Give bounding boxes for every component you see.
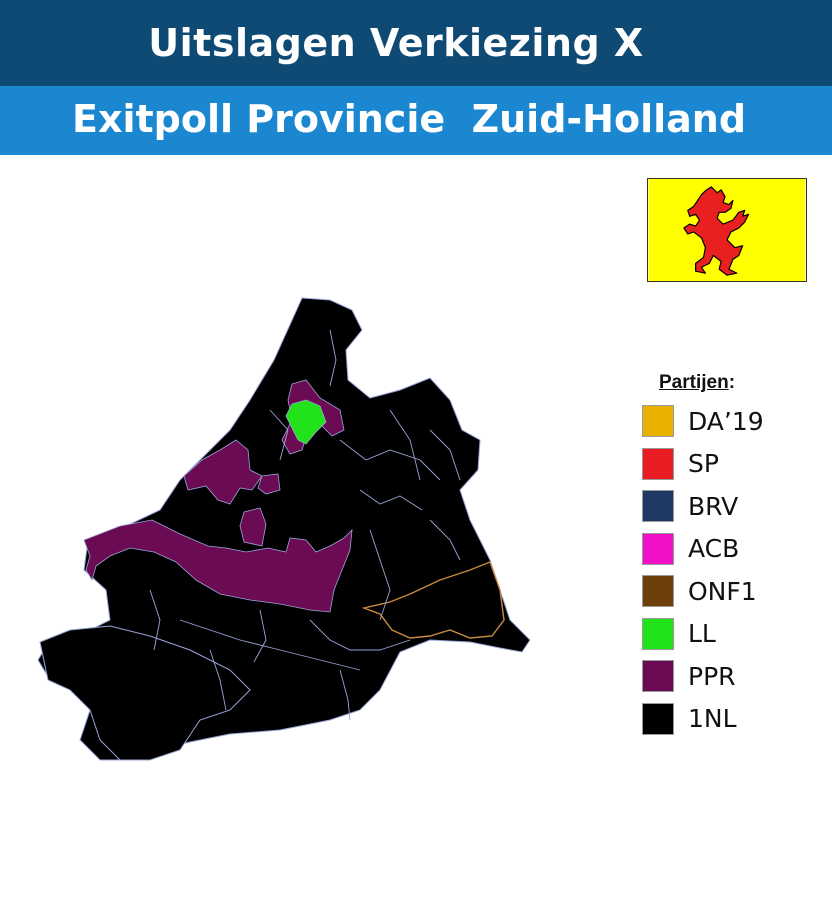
map-municipal-borders: [149, 329, 461, 721]
legend-title: Partijen:: [659, 372, 736, 393]
map-region-ppr-delft: [239, 507, 267, 547]
legend-label: 1NL: [688, 704, 737, 734]
legend-swatch: [642, 702, 674, 735]
map-region-ll: [285, 399, 327, 445]
map-region-onf1-outline: [361, 561, 505, 639]
legend-label: PPR: [688, 661, 736, 691]
page-title: Uitslagen Verkiezing X: [148, 21, 644, 65]
zuid-holland-map: [37, 297, 531, 761]
legend-label: BRV: [688, 491, 739, 521]
legend-item: DA’19: [642, 400, 812, 443]
legend-swatch: [642, 490, 674, 523]
map-region-ppr-zoetermeer: [257, 473, 281, 495]
map-region-ppr-den-haag: [183, 439, 263, 505]
legend-label: SP: [688, 449, 719, 479]
legend-label: ONF1: [688, 576, 757, 606]
legend-swatch: [642, 575, 674, 608]
legend-label: ACB: [688, 534, 740, 564]
lion-icon: [683, 186, 750, 276]
legend-item: ONF1: [642, 570, 812, 613]
legend-label: LL: [688, 619, 716, 649]
legend-swatch: [642, 532, 674, 565]
map-region-1nl-island: [39, 625, 251, 761]
map-region-ppr-rotterdam: [83, 519, 353, 613]
legend-swatch: [642, 447, 674, 480]
title-bar: Uitslagen Verkiezing X: [0, 0, 832, 86]
legend-items: DA’19 SP BRV ACB ONF1 LL PPR 1NL: [642, 400, 812, 740]
legend: Partijen: DA’19 SP BRV ACB ONF1 LL PPR 1NL: [642, 372, 812, 740]
legend-swatch: [642, 617, 674, 650]
legend-item: 1NL: [642, 698, 812, 741]
legend-swatch: [642, 660, 674, 693]
legend-item: ACB: [642, 528, 812, 571]
subtitle-bar: Exitpoll Provincie Zuid-Holland: [0, 86, 832, 155]
legend-item: SP: [642, 443, 812, 486]
page-subtitle: Exitpoll Provincie Zuid-Holland: [72, 97, 747, 141]
legend-item: BRV: [642, 485, 812, 528]
legend-item: PPR: [642, 655, 812, 698]
legend-swatch: [642, 405, 674, 438]
legend-item: LL: [642, 613, 812, 656]
zuid-holland-flag-lion-icon: [647, 178, 807, 282]
legend-label: DA’19: [688, 406, 764, 436]
